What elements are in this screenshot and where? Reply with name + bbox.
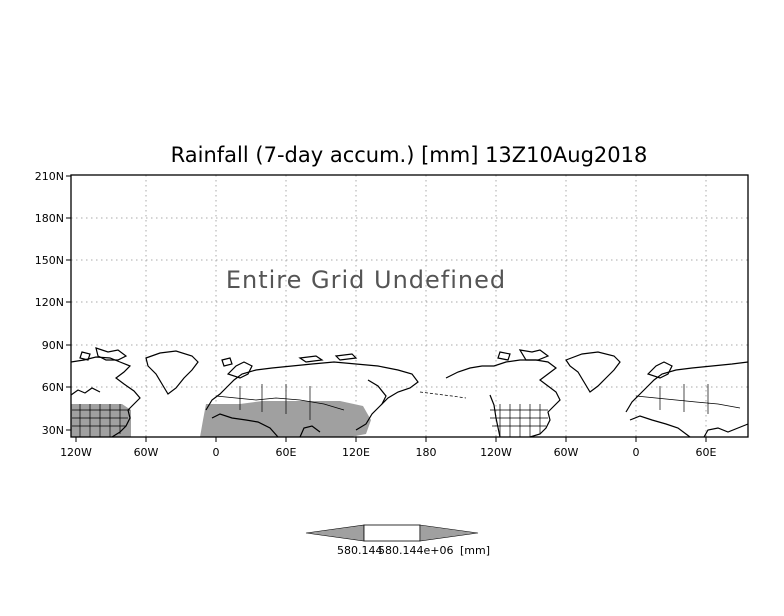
political-borders — [72, 384, 741, 437]
colorbar-right-triangle — [419, 524, 479, 542]
colorbar-label-right: 580.144e+06 — [378, 544, 453, 557]
coastline-north-america-east — [445, 359, 561, 438]
masked-regions — [71, 401, 371, 437]
latitude-labels: 210N 180N 150N 120N 90N 60N 30N — [35, 170, 64, 437]
colorbar-center-box — [363, 524, 421, 542]
colorbar-units: [mm] — [460, 544, 490, 557]
undefined-grid-message: Entire Grid Undefined — [226, 266, 506, 294]
lon-label-0: 0 — [213, 446, 220, 459]
coastline-north-america — [70, 356, 141, 438]
lat-label-210n: 210N — [35, 170, 64, 183]
coastlines — [70, 347, 749, 438]
lat-label-120n: 120N — [35, 296, 64, 309]
lat-label-90n: 90N — [42, 339, 64, 352]
lon-label-120w: 120W — [60, 446, 92, 459]
colorbar-left-triangle — [305, 524, 365, 542]
longitude-ticks — [75, 437, 707, 442]
latitude-ticks — [66, 175, 71, 431]
longitude-gridlines — [145, 175, 707, 437]
lon-label-60e: 60E — [276, 446, 297, 459]
lon-label-180: 180 — [416, 446, 437, 459]
lat-label-30n: 30N — [42, 424, 64, 437]
longitude-labels: 120W 60W 0 60E 120E 180 120W 60W 0 60E — [60, 446, 716, 459]
lat-label-180n: 180N — [35, 212, 64, 225]
latitude-gridlines — [71, 217, 748, 388]
lon-label-60e-repeat: 60E — [696, 446, 717, 459]
masked-region-eurasia — [200, 401, 371, 437]
lon-label-60w: 60W — [134, 446, 159, 459]
lat-label-60n: 60N — [42, 381, 64, 394]
coastline-eurasia — [205, 361, 419, 431]
lon-label-60w-repeat: 60W — [554, 446, 579, 459]
lon-label-120w-repeat: 120W — [480, 446, 512, 459]
map-frame — [70, 174, 749, 438]
lon-label-120e: 120E — [342, 446, 370, 459]
map-plot-area — [70, 174, 749, 438]
colorbar: 580.144 580.144e+06 [mm] — [305, 524, 490, 557]
map-title: Rainfall (7-day accum.) [mm] 13Z10Aug201… — [171, 143, 648, 167]
lon-label-0-repeat: 0 — [633, 446, 640, 459]
lat-label-150n: 150N — [35, 254, 64, 267]
coastline-europe-east — [625, 361, 749, 413]
coastline-greenland-east — [565, 351, 621, 393]
colorbar-label-left: 580.144 — [337, 544, 383, 557]
coastline-greenland — [145, 350, 199, 395]
masked-region-north-america — [71, 404, 131, 437]
